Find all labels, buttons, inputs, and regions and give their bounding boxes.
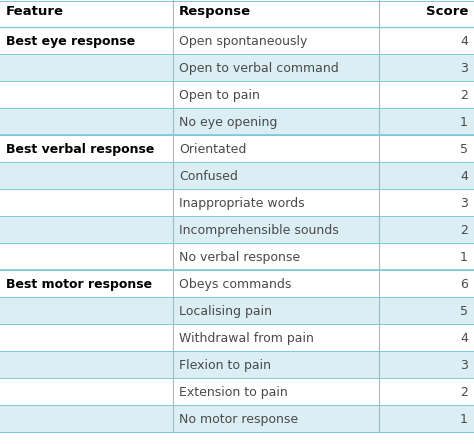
Bar [0, 297, 474, 324]
Text: Incomprehensible sounds: Incomprehensible sounds [179, 224, 339, 237]
Bar [0, 27, 474, 54]
Text: 2: 2 [460, 224, 468, 237]
Text: Open spontaneously: Open spontaneously [179, 35, 307, 49]
Bar [0, 378, 474, 405]
Bar [0, 243, 474, 270]
Text: 4: 4 [460, 35, 468, 49]
Bar [0, 324, 474, 351]
Bar [0, 216, 474, 243]
Bar [0, 0, 474, 27]
Text: Response: Response [179, 4, 251, 17]
Text: Orientated: Orientated [179, 143, 246, 156]
Text: Score: Score [426, 4, 468, 17]
Bar [0, 81, 474, 108]
Text: 3: 3 [460, 197, 468, 210]
Text: 1: 1 [460, 251, 468, 264]
Bar [0, 189, 474, 216]
Text: Obeys commands: Obeys commands [179, 279, 292, 291]
Text: Extension to pain: Extension to pain [179, 386, 288, 399]
Bar [0, 135, 474, 162]
Text: 2: 2 [460, 89, 468, 102]
Bar [0, 270, 474, 297]
Text: 6: 6 [460, 279, 468, 291]
Text: No motor response: No motor response [179, 413, 298, 426]
Text: Confused: Confused [179, 170, 238, 183]
Bar [0, 162, 474, 189]
Text: No verbal response: No verbal response [179, 251, 300, 264]
Text: 3: 3 [460, 360, 468, 372]
Text: 1: 1 [460, 413, 468, 426]
Text: 5: 5 [460, 305, 468, 318]
Text: 4: 4 [460, 170, 468, 183]
Bar [0, 405, 474, 432]
Text: Best motor response: Best motor response [6, 279, 152, 291]
Bar [0, 108, 474, 135]
Bar [0, 54, 474, 81]
Text: 4: 4 [460, 332, 468, 345]
Text: 2: 2 [460, 386, 468, 399]
Text: Flexion to pain: Flexion to pain [179, 360, 271, 372]
Text: 5: 5 [460, 143, 468, 156]
Text: Localising pain: Localising pain [179, 305, 272, 318]
Text: Inappropriate words: Inappropriate words [179, 197, 305, 210]
Text: Feature: Feature [6, 4, 64, 17]
Bar [0, 351, 474, 378]
Text: No eye opening: No eye opening [179, 116, 277, 129]
Text: Open to verbal command: Open to verbal command [179, 62, 339, 75]
Text: Withdrawal from pain: Withdrawal from pain [179, 332, 314, 345]
Text: 3: 3 [460, 62, 468, 75]
Text: Best verbal response: Best verbal response [6, 143, 155, 156]
Text: 1: 1 [460, 116, 468, 129]
Text: Open to pain: Open to pain [179, 89, 260, 102]
Text: Best eye response: Best eye response [6, 35, 135, 49]
